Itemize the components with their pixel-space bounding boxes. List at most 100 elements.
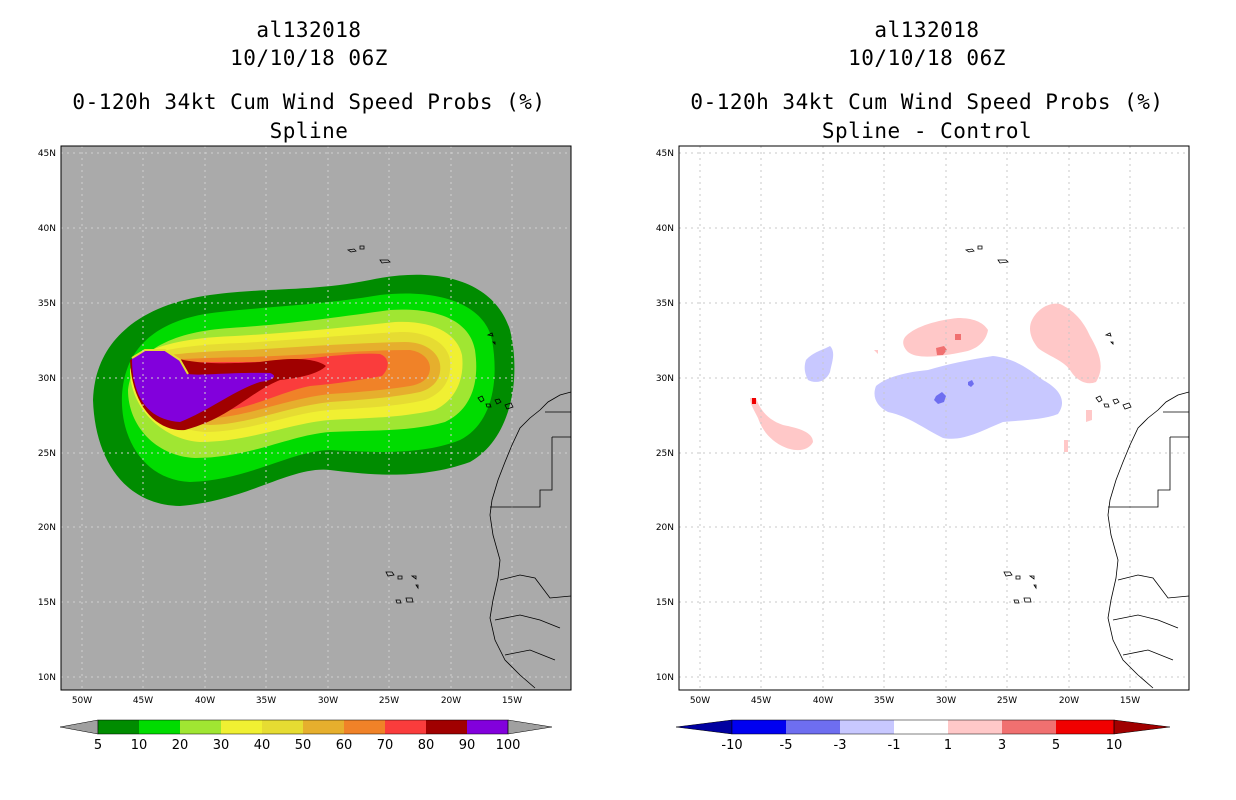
left-colorbar-low-arrow	[59, 719, 99, 735]
left-colorbar-box-6	[344, 720, 385, 734]
left-colorbar-box-4	[262, 720, 303, 734]
right-datetime: 10/10/18 06Z	[848, 46, 1006, 70]
left-cb-label-5: 50	[295, 738, 312, 753]
svg-text:20N: 20N	[38, 523, 56, 533]
left-colorbar-box-8	[426, 720, 467, 734]
right-colorbar-box-0	[732, 720, 786, 734]
right-lat-labels: 45N 40N 35N 30N 25N 20N 15N 10N	[656, 149, 674, 683]
right-storm-id: al132018	[874, 18, 980, 42]
right-panel: al132018 10/10/18 06Z 0-120h 34kt Cum Wi…	[618, 0, 1236, 800]
diff-neg-region-west	[804, 346, 834, 382]
svg-text:45N: 45N	[656, 149, 674, 159]
left-lat-labels: 45N 40N 35N 30N 25N 20N 15N 10N	[38, 149, 56, 683]
right-subtitle: Spline - Control	[821, 119, 1033, 143]
svg-text:50W: 50W	[690, 696, 710, 706]
right-cb-label-7: 10	[1106, 738, 1123, 753]
svg-text:35N: 35N	[38, 299, 56, 309]
right-lon-labels: 50W 45W 40W 35W 30W 25W 20W 15W	[690, 696, 1140, 706]
right-difference-shading	[750, 303, 1101, 452]
right-coastlines	[964, 245, 1190, 689]
svg-text:10N: 10N	[656, 673, 674, 683]
left-colorbar-high-arrow	[507, 719, 553, 735]
right-colorbar-box-4	[948, 720, 1002, 734]
diff-neg-core-2	[968, 380, 974, 387]
left-colorbar-box-0	[98, 720, 139, 734]
diff-neg-core-1	[934, 392, 946, 404]
left-map-svg: 45N 40N 35N 30N 25N 20N 15N 10N 50W 45W …	[38, 145, 572, 753]
left-gridlines	[61, 146, 571, 690]
right-map-svg: 45N 40N 35N 30N 25N 20N 15N 10N 50W 45W …	[656, 145, 1190, 753]
left-probability-contours	[93, 274, 515, 506]
diff-pos-core-southwest	[752, 398, 756, 404]
left-lon-labels: 50W 45W 40W 35W 30W 25W 20W 15W	[72, 696, 522, 706]
svg-text:30W: 30W	[936, 696, 956, 706]
svg-text:45N: 45N	[38, 149, 56, 159]
svg-text:45W: 45W	[751, 696, 771, 706]
left-cb-label-1: 10	[131, 738, 148, 753]
left-cb-label-7: 70	[377, 738, 394, 753]
left-subtitle: Spline	[269, 119, 349, 143]
diff-pos-region-north	[903, 318, 988, 357]
svg-text:15W: 15W	[502, 696, 522, 706]
svg-text:30N: 30N	[38, 374, 56, 384]
left-colorbar-box-9	[467, 720, 508, 734]
diff-pos-region-southwest	[750, 398, 813, 451]
svg-text:30N: 30N	[656, 374, 674, 384]
svg-text:35W: 35W	[256, 696, 276, 706]
diff-pos-region-east	[1030, 303, 1101, 384]
left-cb-label-3: 30	[213, 738, 230, 753]
right-cb-label-0: -10	[721, 738, 742, 753]
svg-text:25W: 25W	[997, 696, 1017, 706]
right-cb-label-3: -1	[888, 738, 901, 753]
left-product-title: 0-120h 34kt Cum Wind Speed Probs (%)	[72, 90, 546, 114]
right-cb-label-6: 5	[1052, 738, 1060, 753]
left-colorbar-box-1	[139, 720, 180, 734]
right-gridlines	[679, 146, 1189, 690]
right-cb-label-4: 1	[944, 738, 952, 753]
svg-text:40W: 40W	[813, 696, 833, 706]
right-cb-label-5: 3	[998, 738, 1006, 753]
left-colorbar-box-2	[180, 720, 221, 734]
svg-text:20W: 20W	[441, 696, 461, 706]
left-coastlines	[346, 245, 572, 689]
left-cb-label-2: 20	[172, 738, 189, 753]
right-colorbar-high-arrow	[1113, 719, 1171, 735]
svg-text:25W: 25W	[379, 696, 399, 706]
svg-text:45W: 45W	[133, 696, 153, 706]
right-colorbar-box-5	[1002, 720, 1056, 734]
right-colorbar-box-2	[840, 720, 894, 734]
left-colorbar-box-3	[221, 720, 262, 734]
left-panel: al132018 10/10/18 06Z 0-120h 34kt Cum Wi…	[38, 18, 572, 753]
svg-text:15W: 15W	[1120, 696, 1140, 706]
left-map-frame	[60, 145, 572, 691]
right-cb-label-1: -5	[780, 738, 793, 753]
left-colorbar: 5 10 20 30 40 50 60 70 80 90 100	[59, 719, 553, 753]
right-colorbar-box-6	[1056, 720, 1114, 734]
svg-text:35N: 35N	[656, 299, 674, 309]
prob-contour-90	[132, 350, 275, 422]
left-colorbar-box-7	[385, 720, 426, 734]
diff-pos-core-north	[936, 334, 961, 355]
right-colorbar-box-1	[786, 720, 840, 734]
svg-text:50W: 50W	[72, 696, 92, 706]
prob-contour-100-edge	[131, 349, 189, 375]
svg-text:25N: 25N	[38, 449, 56, 459]
left-cb-label-4: 40	[254, 738, 271, 753]
left-datetime: 10/10/18 06Z	[230, 46, 388, 70]
svg-text:20W: 20W	[1059, 696, 1079, 706]
svg-text:35W: 35W	[874, 696, 894, 706]
left-colorbar-box-5	[303, 720, 344, 734]
right-cb-label-2: -3	[834, 738, 847, 753]
right-product-title: 0-120h 34kt Cum Wind Speed Probs (%)	[690, 90, 1164, 114]
svg-text:30W: 30W	[318, 696, 338, 706]
right-map-frame	[678, 145, 1190, 691]
right-colorbar: -10 -5 -3 -1 1 3 5 10	[675, 719, 1171, 753]
right-colorbar-box-3	[894, 720, 948, 734]
diff-neg-region-main	[874, 356, 1063, 439]
svg-text:15N: 15N	[38, 598, 56, 608]
left-storm-id: al132018	[256, 18, 362, 42]
left-cb-label-9: 90	[459, 738, 476, 753]
svg-text:40N: 40N	[656, 224, 674, 234]
left-cb-label-10: 100	[496, 738, 521, 753]
svg-text:15N: 15N	[656, 598, 674, 608]
